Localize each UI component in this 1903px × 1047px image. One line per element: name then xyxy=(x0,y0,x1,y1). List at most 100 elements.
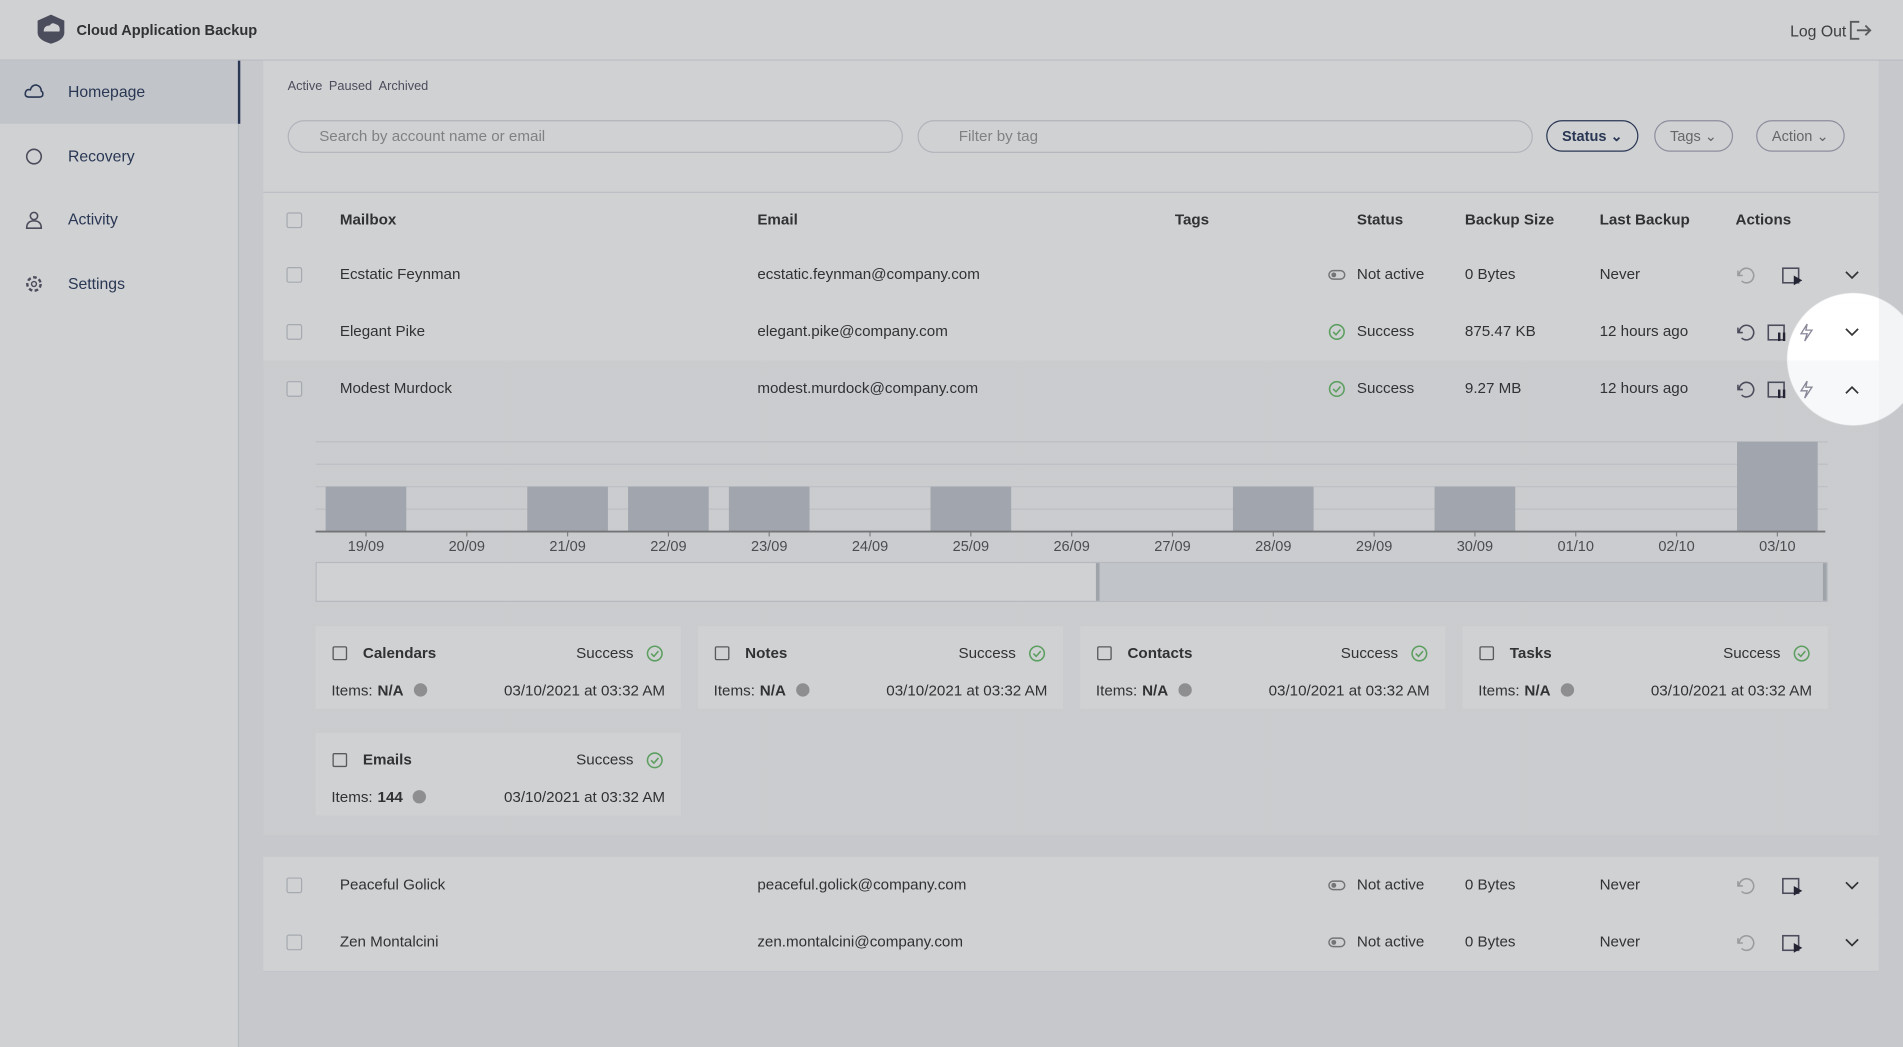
status-icon xyxy=(1328,876,1346,894)
nav-label[interactable]: Recovery xyxy=(67,146,135,166)
row-checkbox[interactable] xyxy=(286,267,303,283)
row-actions[interactable] xyxy=(1734,377,1868,401)
range-slider[interactable] xyxy=(315,561,1828,602)
row-checkbox[interactable] xyxy=(286,934,303,951)
cell-last: 12 hours ago xyxy=(1599,322,1689,340)
placeholder: Filter by tag xyxy=(958,127,1039,145)
header: Cloud Application Backup Log Out xyxy=(0,0,1903,61)
nav-label[interactable]: Settings xyxy=(67,274,125,293)
x-tick-label: 25/09 xyxy=(953,539,989,555)
card-name: Contacts xyxy=(1127,644,1193,662)
card-icon xyxy=(1096,644,1113,665)
cell-status: Not active xyxy=(1356,876,1425,894)
tag-input[interactable]: Filter by tag xyxy=(917,120,1533,153)
status-icon xyxy=(1328,266,1346,284)
filter[interactable]: Tags ⌄ xyxy=(1654,120,1733,152)
bar xyxy=(628,486,709,532)
row-actions[interactable] xyxy=(1734,263,1868,287)
filter[interactable]: Status ⌄ xyxy=(1546,120,1639,152)
bar xyxy=(930,486,1012,532)
card-status-icon xyxy=(646,644,664,666)
app-name: Cloud Application Backup xyxy=(76,21,258,39)
x-tick-label: 24/09 xyxy=(852,539,888,555)
cell-email: modest.murdock@company.com xyxy=(757,379,979,397)
filter-label[interactable]: Status xyxy=(1561,127,1607,145)
card-items: Items: N/A xyxy=(1478,682,1574,700)
table-row[interactable]: Elegant Pike elegant.pike@company.com Succ… xyxy=(263,303,1879,362)
nav-label[interactable]: Activity xyxy=(67,209,118,229)
info-icon xyxy=(413,683,427,697)
card-status: Success xyxy=(1340,644,1399,662)
items-count: N/A xyxy=(759,682,786,700)
cell-email: ecstatic.feynman@company.com xyxy=(757,265,980,283)
backup-chart: 19/09 20/09 21/09 22/09 23/09 24/09 25/09 26/09… xyxy=(315,441,1828,555)
card-icon xyxy=(1478,644,1495,665)
items-label: Items: xyxy=(1478,682,1520,700)
nav-item[interactable]: Activity xyxy=(0,188,238,251)
row-checkbox[interactable] xyxy=(286,877,303,894)
card-status: Success xyxy=(1723,644,1781,662)
x-tick-label: 01/10 xyxy=(1558,539,1594,555)
nav-item[interactable]: Settings xyxy=(0,252,238,315)
select-all[interactable] xyxy=(286,212,303,229)
cell-mailbox: Ecstatic Feynman xyxy=(339,265,461,283)
card-items: Items: N/A xyxy=(714,682,809,699)
card-items: Items: N/A xyxy=(1096,682,1192,699)
bar xyxy=(1232,486,1314,532)
table-row[interactable]: Peaceful Golick peaceful.golick@company.c… xyxy=(263,856,1879,916)
row-actions[interactable] xyxy=(1734,931,1868,955)
card-name: Notes xyxy=(745,644,788,662)
bar xyxy=(728,486,810,532)
cell-status: Success xyxy=(1356,379,1415,397)
cell-size: 875.47 KB xyxy=(1464,322,1536,340)
row-checkbox[interactable] xyxy=(286,324,303,340)
card-status-icon xyxy=(1793,644,1811,666)
column-header: Actions xyxy=(1735,211,1792,229)
items-count: 144 xyxy=(377,788,403,806)
row-checkbox[interactable] xyxy=(286,381,303,397)
card-icon xyxy=(331,644,348,665)
bar xyxy=(1737,441,1818,532)
row-actions[interactable] xyxy=(1734,320,1868,344)
nav-item[interactable]: Homepage xyxy=(0,60,241,124)
bar xyxy=(1434,486,1516,532)
cell-size: 0 Bytes xyxy=(1464,265,1516,283)
items-label: Items: xyxy=(331,682,373,700)
toolbar: Active Paused Archived Search by account… xyxy=(263,60,1879,192)
tab[interactable]: Archived xyxy=(378,78,429,94)
x-tick-label: 26/09 xyxy=(1053,539,1089,555)
info-icon xyxy=(1560,683,1574,697)
search-input[interactable]: Search by account name or email xyxy=(287,120,903,153)
x-tick-label: 20/09 xyxy=(449,539,485,555)
card-time: 03/10/2021 at 03:32 AM xyxy=(1650,682,1812,700)
filter-label[interactable]: Tags xyxy=(1669,127,1701,145)
items-count: N/A xyxy=(1524,682,1551,700)
table-row[interactable]: Zen Montalcini zen.montalcini@company.com… xyxy=(263,913,1879,973)
x-tick-label: 29/09 xyxy=(1356,539,1392,555)
logout[interactable]: Log Out xyxy=(1790,21,1847,41)
nav-item[interactable]: Recovery xyxy=(0,125,238,188)
cell-size: 0 Bytes xyxy=(1464,876,1516,894)
range-selection[interactable] xyxy=(1095,563,1827,601)
card-status-icon xyxy=(646,751,664,773)
row-actions[interactable] xyxy=(1734,874,1868,898)
bar xyxy=(325,486,407,532)
x-tick-label: 02/10 xyxy=(1658,539,1694,555)
cell-email: zen.montalcini@company.com xyxy=(757,933,964,951)
tab[interactable]: Paused xyxy=(328,78,373,94)
card-name: Emails xyxy=(362,751,412,769)
nav-label[interactable]: Homepage xyxy=(67,82,146,101)
tab[interactable]: Active xyxy=(287,78,323,94)
table-row[interactable]: Ecstatic Feynman ecstatic.feynman@company… xyxy=(263,246,1879,305)
filter-label[interactable]: Action xyxy=(1771,127,1813,145)
filter[interactable]: Action ⌄ xyxy=(1756,120,1845,152)
card-items: Items: 144 xyxy=(331,789,426,806)
table-row[interactable]: Modest Murdock modest.murdock@company.com… xyxy=(263,360,1879,419)
cell-status: Not active xyxy=(1356,265,1425,283)
x-tick-label: 27/09 xyxy=(1154,539,1190,555)
cell-email: elegant.pike@company.com xyxy=(757,322,948,340)
logout-icon[interactable] xyxy=(1848,19,1872,41)
column-header: Mailbox xyxy=(339,211,397,229)
